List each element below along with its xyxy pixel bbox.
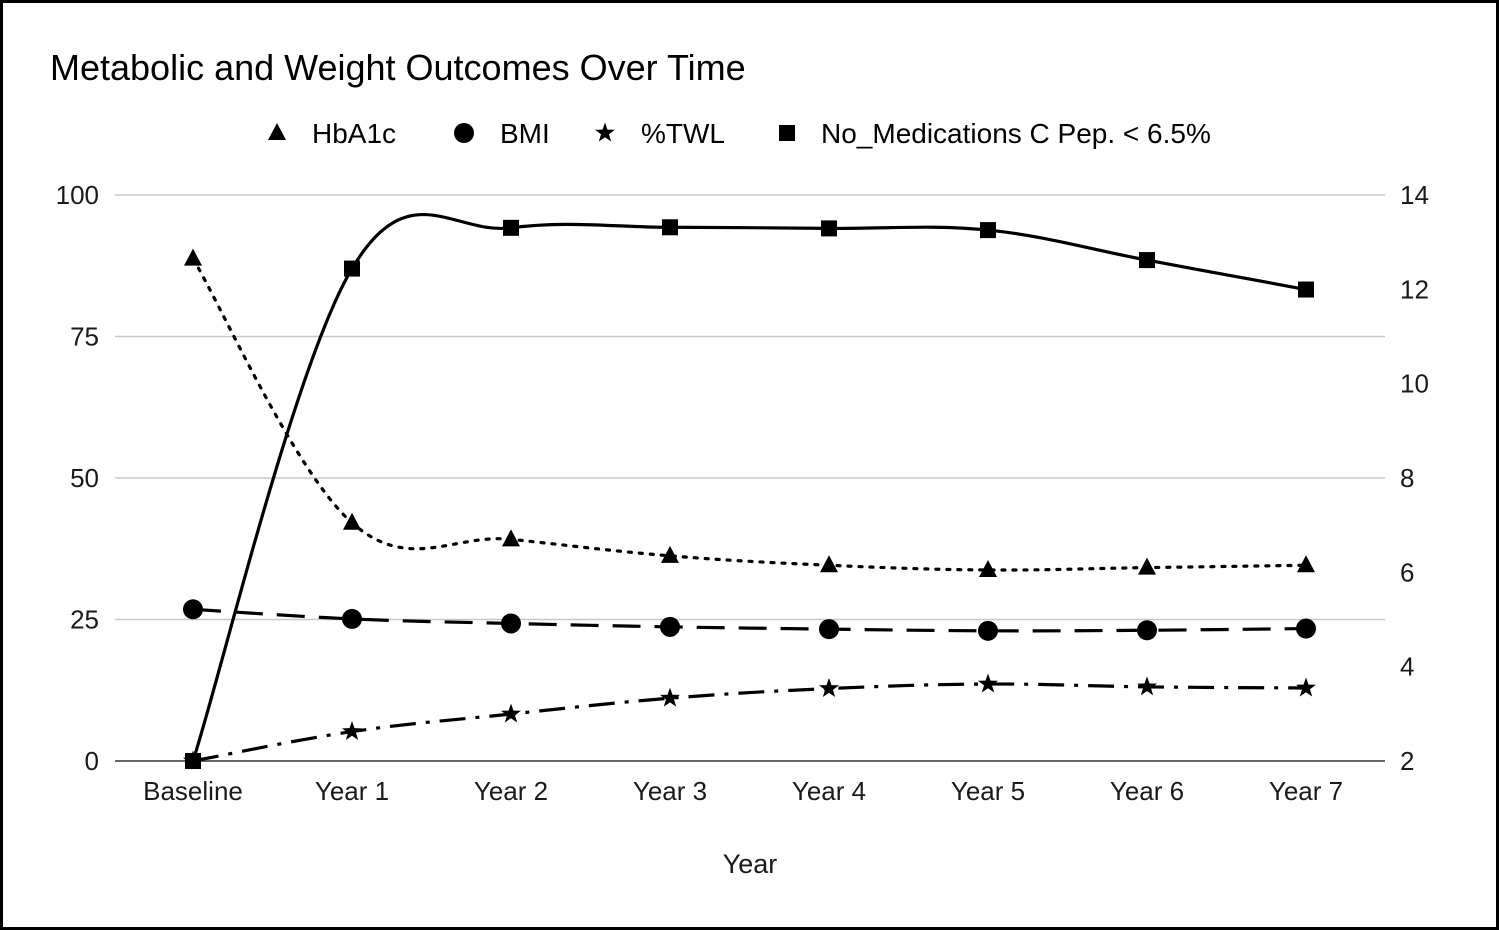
data-point-star <box>1296 677 1316 697</box>
data-point-star <box>819 678 839 698</box>
x-axis-tick-label: Year 4 <box>792 776 866 806</box>
legend-label: BMI <box>500 118 550 149</box>
x-axis-tick-label: Baseline <box>143 776 243 806</box>
series-layer <box>183 212 1316 770</box>
right-axis-tick-label: 14 <box>1400 180 1429 210</box>
data-point-triangle <box>661 545 679 563</box>
x-axis-tick-label: Year 5 <box>951 776 1025 806</box>
data-point-star <box>660 687 680 707</box>
series-line <box>192 607 1307 633</box>
data-point-star <box>1137 676 1157 696</box>
right-axis-ticks: 2 4 6 8 10 12 14 <box>1400 180 1429 776</box>
right-axis-tick-label: 2 <box>1400 746 1414 776</box>
data-point-square <box>503 219 519 236</box>
data-point-square <box>1139 252 1155 269</box>
data-point-triangle <box>502 529 520 547</box>
data-point-star <box>342 721 362 741</box>
x-axis-label: Year <box>723 849 778 879</box>
data-point-triangle <box>979 559 997 577</box>
right-axis-tick-label: 4 <box>1400 652 1414 682</box>
series-line <box>191 212 1307 762</box>
legend-marker-star <box>595 122 615 142</box>
data-point-circle <box>183 599 203 620</box>
series-line <box>191 257 1308 572</box>
data-point-circle <box>978 620 998 641</box>
right-axis-tick-label: 10 <box>1400 369 1429 399</box>
series-star <box>183 673 1316 770</box>
left-axis-tick-label: 100 <box>56 180 99 210</box>
left-axis-tick-label: 0 <box>85 746 99 776</box>
data-point-circle <box>660 616 680 637</box>
data-point-square <box>980 222 996 239</box>
series-triangle <box>184 248 1315 577</box>
gridlines <box>115 194 1385 762</box>
data-point-square <box>185 753 201 769</box>
left-axis-ticks: 0 25 50 75 100 <box>56 180 99 776</box>
right-axis-tick-label: 12 <box>1400 274 1429 304</box>
series-square <box>185 212 1314 769</box>
left-axis-tick-label: 25 <box>70 605 99 635</box>
x-axis-tick-label: Year 2 <box>474 776 548 806</box>
x-axis-tick-label: Year 6 <box>1110 776 1184 806</box>
x-axis-tick-label: Year 3 <box>633 776 707 806</box>
data-point-square <box>662 219 678 236</box>
legend: HbA1c BMI %TWL No_Medications C Pep. < 6.5% <box>268 118 1211 149</box>
left-axis-tick-label: 75 <box>70 322 99 352</box>
data-point-circle <box>1296 618 1316 639</box>
legend-item: HbA1c <box>268 118 396 149</box>
data-point-circle <box>342 608 362 629</box>
legend-label: HbA1c <box>312 118 396 149</box>
legend-label: %TWL <box>641 118 725 149</box>
data-point-triangle <box>820 555 838 573</box>
data-point-star <box>978 673 998 693</box>
legend-marker-triangle <box>268 123 286 140</box>
legend-label: No_Medications C Pep. < 6.5% <box>821 118 1211 149</box>
data-point-circle <box>819 619 839 640</box>
chart-title: Metabolic and Weight Outcomes Over Time <box>50 47 746 88</box>
data-point-triangle <box>343 512 361 530</box>
data-point-star <box>501 703 521 723</box>
series-circle <box>183 599 1316 641</box>
right-axis-tick-label: 6 <box>1400 557 1414 587</box>
data-point-circle <box>501 613 521 634</box>
data-point-square <box>1298 281 1314 298</box>
x-axis-tick-label: Year 1 <box>315 776 389 806</box>
data-point-triangle <box>184 248 202 266</box>
x-axis-tick-label: Year 7 <box>1269 776 1343 806</box>
data-point-triangle <box>1297 555 1315 573</box>
data-point-square <box>821 220 837 237</box>
left-axis-tick-label: 50 <box>70 463 99 493</box>
legend-item: BMI <box>454 118 550 149</box>
x-axis-ticks: Baseline Year 1 Year 2 Year 3 Year 4 Year 5 Ye… <box>143 776 1343 806</box>
series-line <box>192 682 1307 763</box>
right-axis-tick-label: 8 <box>1400 463 1414 493</box>
legend-item: %TWL <box>595 118 725 149</box>
data-point-square <box>344 260 360 277</box>
data-point-circle <box>1137 620 1157 641</box>
data-point-triangle <box>1138 557 1156 575</box>
legend-item: No_Medications C Pep. < 6.5% <box>779 118 1211 149</box>
legend-marker-square <box>779 125 795 141</box>
legend-marker-circle <box>454 123 474 143</box>
